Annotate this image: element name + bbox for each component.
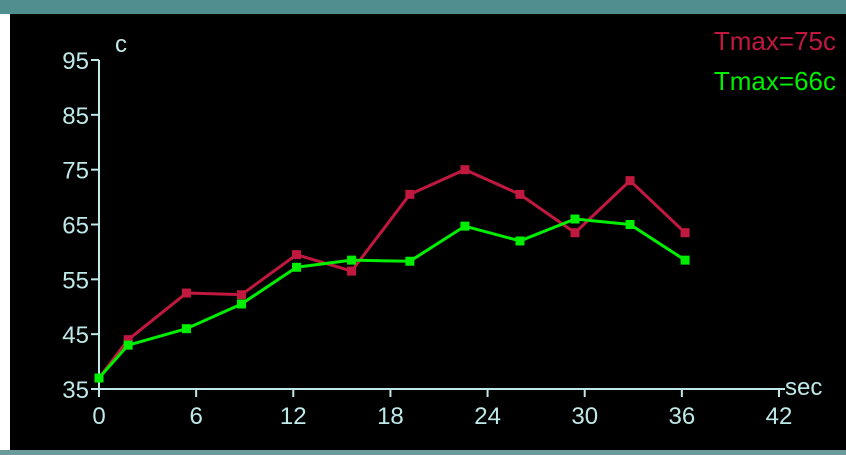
data-point xyxy=(405,189,415,199)
data-point xyxy=(680,255,690,265)
series-line-1 xyxy=(97,168,687,379)
data-point xyxy=(460,165,470,175)
data-point xyxy=(236,290,246,300)
x-tick-label: 36 xyxy=(669,403,696,430)
y-tick-label: 55 xyxy=(62,267,89,294)
x-tick-label: 42 xyxy=(766,403,793,430)
data-point xyxy=(460,221,470,231)
temperature-line-chart: 35 45 55 65 75 85 95 0 6 12 18 24 30 36 42 c sec Tmax=75… xyxy=(62,26,836,430)
series-layer xyxy=(94,165,690,383)
data-point xyxy=(181,324,191,334)
window-bottom-border xyxy=(0,450,846,455)
data-point xyxy=(123,340,133,350)
data-point xyxy=(236,299,246,309)
data-point xyxy=(515,236,525,246)
x-tick-label: 30 xyxy=(571,403,598,430)
data-point xyxy=(292,250,302,260)
series-line-2 xyxy=(97,217,686,380)
data-point xyxy=(347,255,357,265)
data-point xyxy=(515,189,525,199)
legend-entry: Tmax=75c xyxy=(714,26,836,56)
data-point xyxy=(570,228,580,238)
x-tick-label: 24 xyxy=(474,403,501,430)
legend: Tmax=75c Tmax=66c xyxy=(714,26,836,96)
data-point xyxy=(347,266,357,276)
legend-entry: Tmax=66c xyxy=(714,66,836,96)
chart-panel: 35 45 55 65 75 85 95 0 6 12 18 24 30 36 42 c sec Tmax=75… xyxy=(10,14,846,450)
data-point xyxy=(570,214,580,224)
y-tick-label: 45 xyxy=(62,322,89,349)
window-top-border xyxy=(0,0,846,14)
y-tick-label: 75 xyxy=(62,158,89,185)
data-point xyxy=(181,288,191,298)
x-tick-label: 12 xyxy=(280,403,307,430)
data-point xyxy=(680,228,690,238)
axes xyxy=(91,59,785,397)
data-point xyxy=(625,220,635,229)
data-point xyxy=(625,176,635,186)
data-point xyxy=(292,262,302,272)
x-tick-label: 6 xyxy=(189,403,202,430)
y-tick-label: 65 xyxy=(62,213,89,240)
labels-layer: 35 45 55 65 75 85 95 0 6 12 18 24 30 36 42 c sec xyxy=(62,31,822,430)
data-point xyxy=(94,373,104,383)
data-point xyxy=(123,335,133,345)
y-tick-label: 95 xyxy=(62,48,89,75)
data-point xyxy=(405,256,415,266)
x-axis-label: sec xyxy=(785,374,822,401)
x-tick-label: 18 xyxy=(377,403,404,430)
y-tick-label: 85 xyxy=(62,103,89,130)
y-axis-label: c xyxy=(115,31,127,58)
x-tick-label: 0 xyxy=(92,403,105,430)
y-tick-label: 35 xyxy=(62,377,89,404)
